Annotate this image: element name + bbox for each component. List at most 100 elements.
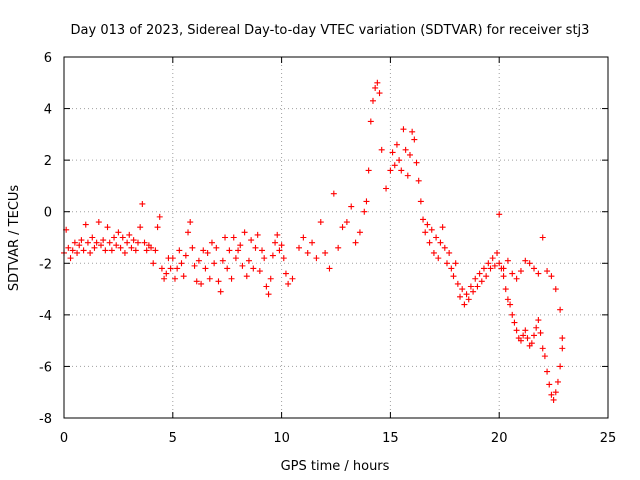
data-point <box>174 265 181 272</box>
data-point <box>326 265 333 272</box>
data-point <box>282 270 289 277</box>
data-point <box>522 257 529 264</box>
data-point <box>474 283 481 290</box>
data-point <box>317 219 324 226</box>
data-point <box>134 239 141 246</box>
data-point <box>95 219 102 226</box>
data-point <box>226 247 233 254</box>
data-point <box>265 291 272 298</box>
data-point <box>139 200 146 207</box>
data-point <box>535 317 542 324</box>
data-point <box>154 224 161 231</box>
data-point <box>217 288 224 295</box>
data-point <box>269 252 276 259</box>
data-point <box>496 260 503 267</box>
data-point <box>97 242 104 249</box>
data-point <box>476 270 483 277</box>
data-point <box>256 268 263 275</box>
data-point <box>267 275 274 282</box>
data-point <box>517 337 524 344</box>
plot-frame <box>63 56 609 419</box>
data-point <box>248 237 255 244</box>
data-point <box>424 221 431 228</box>
y-axis-label: SDTVAR / TECUs <box>7 185 22 292</box>
data-point <box>132 247 139 254</box>
data-point <box>111 234 118 241</box>
data-point <box>374 79 381 86</box>
data-point <box>278 242 285 249</box>
data-point <box>91 244 98 251</box>
data-point <box>280 255 287 262</box>
data-point <box>387 167 394 174</box>
data-point <box>491 262 498 269</box>
data-point <box>430 249 437 256</box>
data-point <box>239 262 246 269</box>
grid-layer <box>64 57 608 418</box>
data-point <box>550 396 557 403</box>
data-point <box>259 247 266 254</box>
data-point <box>422 229 429 236</box>
data-point <box>450 273 457 280</box>
data-point <box>232 255 239 262</box>
data-point <box>206 275 213 282</box>
data-point <box>119 234 126 241</box>
data-point <box>189 244 196 251</box>
data-point <box>480 265 487 272</box>
data-point <box>420 216 427 223</box>
data-point <box>171 275 178 282</box>
data-point <box>152 247 159 254</box>
data-point <box>413 159 420 166</box>
x-tick-label: 0 <box>60 431 68 446</box>
data-point <box>322 249 329 256</box>
data-point <box>461 301 468 308</box>
data-point <box>500 273 507 280</box>
data-point <box>150 260 157 267</box>
data-point <box>552 389 559 396</box>
data-point <box>470 288 477 295</box>
data-point <box>426 239 433 246</box>
data-point <box>391 162 398 169</box>
data-point <box>552 286 559 293</box>
data-point <box>211 260 218 267</box>
data-point <box>507 301 514 308</box>
data-point <box>409 128 416 135</box>
data-point <box>167 265 174 272</box>
data-point <box>263 283 270 290</box>
data-point <box>193 278 200 285</box>
data-point <box>541 353 548 360</box>
data-point <box>428 226 435 233</box>
data-point <box>509 270 516 277</box>
data-point <box>483 273 490 280</box>
data-point <box>548 391 555 398</box>
data-point <box>204 249 211 256</box>
data-point <box>463 291 470 298</box>
data-point <box>465 296 472 303</box>
data-point <box>87 249 94 256</box>
data-point <box>158 265 165 272</box>
data-point <box>531 265 538 272</box>
y-tick-label: -2 <box>39 257 52 272</box>
data-point <box>446 249 453 256</box>
data-point <box>369 97 376 104</box>
data-point <box>417 198 424 205</box>
data-point <box>200 247 207 254</box>
data-point <box>93 239 100 246</box>
data-point <box>443 260 450 267</box>
y-tick-label: -6 <box>39 360 52 375</box>
x-tick-label: 10 <box>273 431 290 446</box>
data-point <box>487 265 494 272</box>
data-point <box>104 224 111 231</box>
data-point <box>415 177 422 184</box>
data-point <box>363 198 370 205</box>
data-point <box>137 224 144 231</box>
data-point <box>398 167 405 174</box>
data-point <box>69 247 76 254</box>
tick-layer: 0 5 10 15 20 25 -8 -6 -4 -2 0 2 4 6 <box>39 51 616 446</box>
data-point <box>78 237 85 244</box>
data-point <box>457 293 464 300</box>
data-point <box>559 335 566 342</box>
data-point <box>80 247 87 254</box>
data-point <box>472 275 479 282</box>
data-point <box>195 257 202 264</box>
